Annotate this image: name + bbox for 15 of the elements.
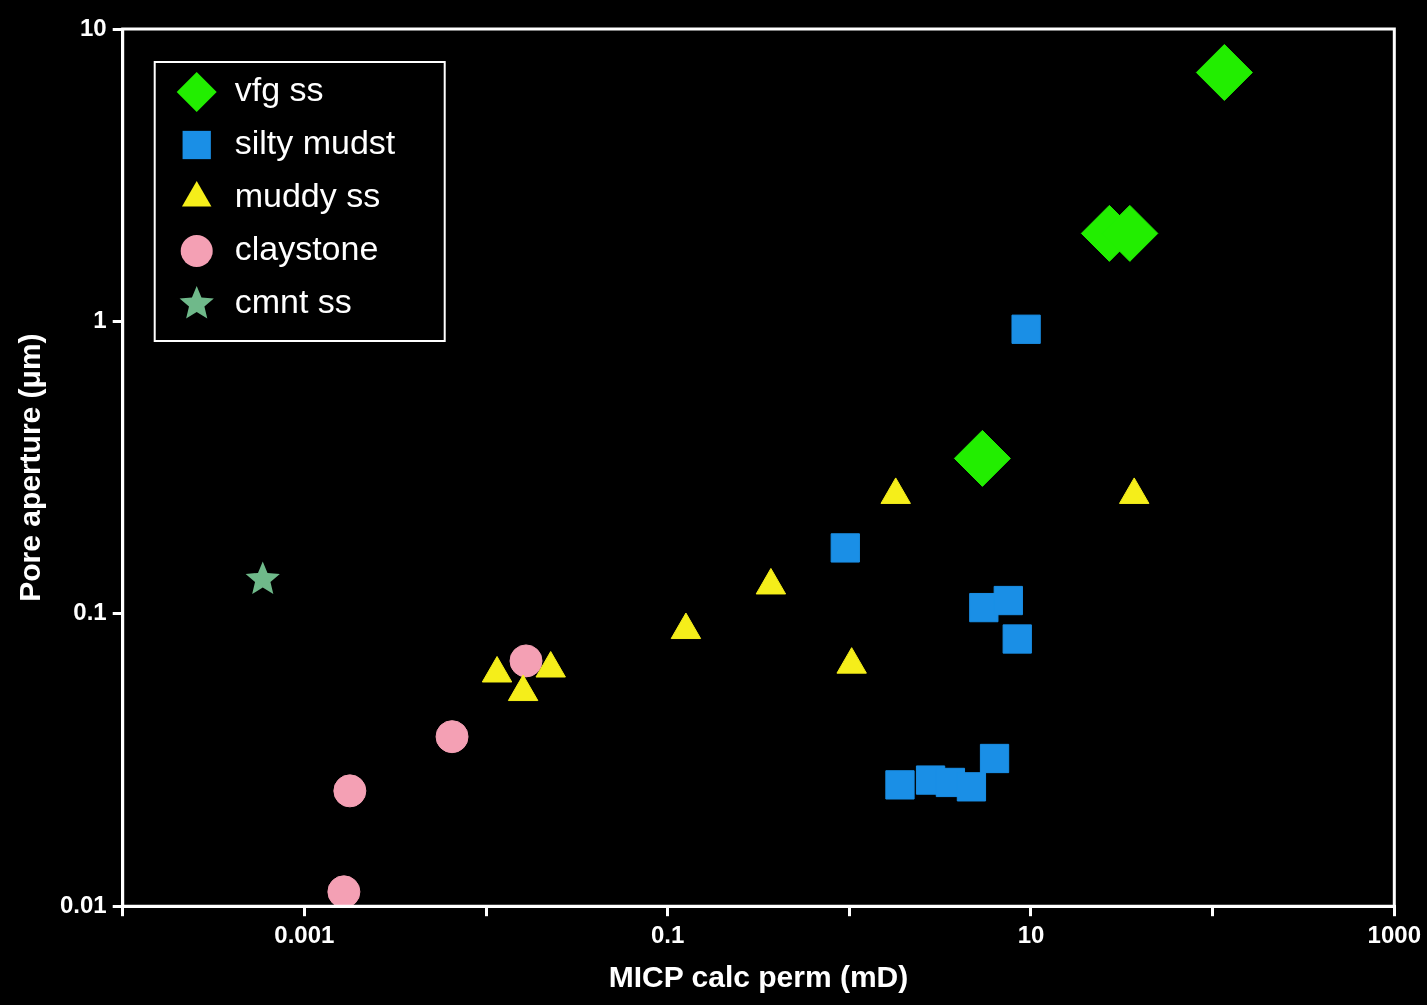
x-tick-label: 10 <box>1017 921 1045 949</box>
y-axis-title: Pore aperture (μm) <box>13 333 47 602</box>
y-tick-label: 0.01 <box>59 890 107 918</box>
y-tick-label: 10 <box>80 13 107 41</box>
x-axis-title: MICP calc perm (mD) <box>608 960 909 994</box>
x-tick-label: 0.1 <box>650 921 685 949</box>
x-tick-label: 1000 <box>1367 921 1421 949</box>
legend-label: claystone <box>234 229 379 268</box>
legend-label: cmnt ss <box>234 282 352 321</box>
legend-label: silty mudst <box>234 123 396 162</box>
legend-label: muddy ss <box>234 176 381 215</box>
y-tick-label: 0.1 <box>73 598 107 626</box>
y-tick-label: 1 <box>93 306 107 334</box>
legend-label: vfg ss <box>234 70 324 109</box>
x-tick-label: 0.001 <box>274 921 335 949</box>
